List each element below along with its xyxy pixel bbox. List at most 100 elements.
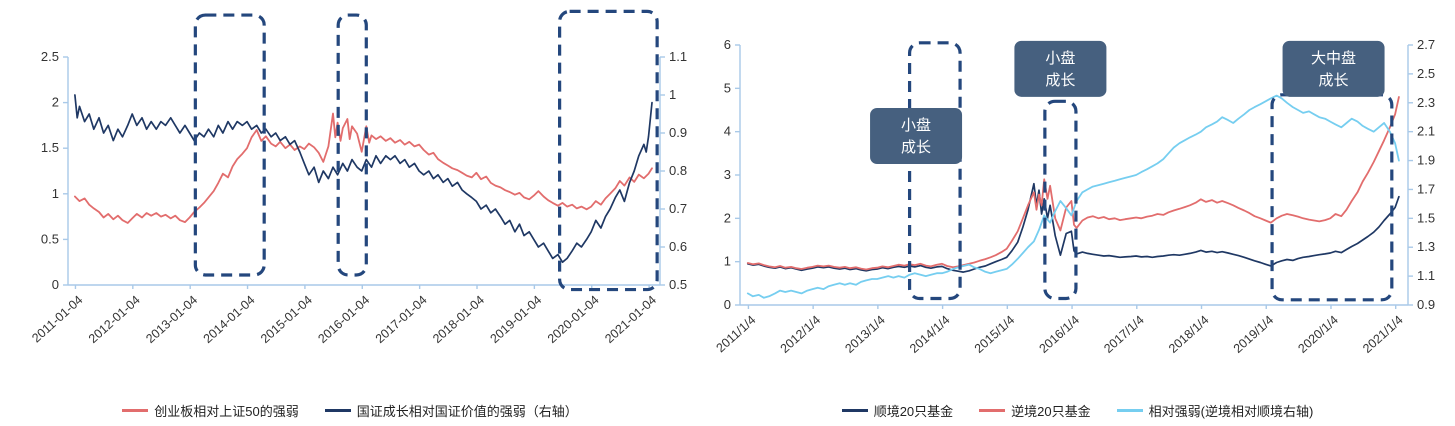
left-axis-tick-label: 1 xyxy=(52,186,59,201)
right-chart-legend: 顺境20只基金 逆境20只基金 相对强弱(逆境相对顺境右轴) xyxy=(700,401,1455,420)
right-axis-tick-label: 2.3 xyxy=(1417,95,1435,110)
annotation-box xyxy=(1014,40,1107,97)
left-axis-tick-label: 6 xyxy=(724,37,731,52)
left-axis-tick-label: 2.5 xyxy=(41,49,59,64)
legend-item: 国证成长相对国证价值的强弱（右轴） xyxy=(324,401,578,420)
right-axis-tick-label: 0.9 xyxy=(1417,297,1435,312)
legend-label: 逆境20只基金 xyxy=(1011,404,1091,419)
x-axis-tick-label: 2014/1/4 xyxy=(907,313,953,356)
x-axis-tick-label: 2013-01-04 xyxy=(143,293,200,346)
right-axis-tick-label: 2.5 xyxy=(1417,66,1435,81)
left-axis-tick-label: 4 xyxy=(724,124,731,139)
right-axis-tick-label: 1.1 xyxy=(669,49,687,64)
legend-label: 国证成长相对国证价值的强弱（右轴） xyxy=(356,404,578,419)
legend-line-swatch xyxy=(122,409,149,412)
series xyxy=(746,94,1400,299)
legend-line-swatch xyxy=(841,409,868,412)
annotation-text: 成长 xyxy=(901,139,931,156)
x-axis-tick-label: 2012-01-04 xyxy=(86,293,143,346)
left-axis-tick-label: 3 xyxy=(724,167,731,182)
series-line xyxy=(74,94,653,264)
highlight-box xyxy=(1043,99,1078,301)
left-axis-tick-label: 0 xyxy=(52,277,59,292)
annotation-text: 成长 xyxy=(1319,72,1349,89)
right-axis-tick-label: 1.5 xyxy=(1417,210,1435,225)
series-line xyxy=(746,182,1400,273)
highlight-boxes xyxy=(193,9,659,292)
chart-svg-1: 0 1 2 3 4 5 6 0.9 1.1 1.3 1.5 1.7 1.9 2.1 2.3 2.5 2.7 201… xyxy=(714,37,1435,356)
legend-label: 相对强弱(逆境相对顺境右轴) xyxy=(1148,404,1314,419)
annotation-box xyxy=(870,108,963,164)
series xyxy=(74,94,653,264)
right-axis-tick-label: 1.1 xyxy=(1417,268,1435,283)
x-axis-tick-label: 2018-01-04 xyxy=(430,293,487,346)
x-axis-tick-label: 2011/1/4 xyxy=(714,313,759,355)
right-axis-tick-label: 0.5 xyxy=(669,277,687,292)
x-axis-tick-label: 2019/1/4 xyxy=(1231,313,1277,356)
right-axis-tick-label: 1.7 xyxy=(1417,181,1435,196)
x-axis-tick-label: 2019-01-04 xyxy=(487,293,544,346)
right-axis-tick-label: 0.8 xyxy=(669,163,687,178)
right-axis-tick-label: 0.7 xyxy=(669,201,687,216)
legend-label: 创业板相对上证50的强弱 xyxy=(154,404,299,419)
annotation-text: 小盘 xyxy=(901,116,931,134)
chart-svg-0: 0 0.5 1 1.5 2 2.5 0.5 0.6 0.7 0.8 0.9 1 1.1 2011-01-0… xyxy=(29,9,687,346)
axes: 0 0.5 1 1.5 2 2.5 0.5 0.6 0.7 0.8 0.9 1 1.1 2011-01-0… xyxy=(29,49,687,346)
legend-item: 相对强弱(逆境相对顺境右轴) xyxy=(1116,401,1314,420)
x-axis-tick-label: 2011-01-04 xyxy=(29,293,85,346)
right-axis-tick-label: 2.1 xyxy=(1417,124,1435,139)
highlight-boxes xyxy=(907,41,1394,302)
left-axis-tick-label: 2 xyxy=(52,95,59,110)
left-axis-tick-label: 1 xyxy=(724,254,731,269)
x-axis-tick-label: 2018/1/4 xyxy=(1166,313,1212,356)
right-chart-panel: 0 1 2 3 4 5 6 0.9 1.1 1.3 1.5 1.7 1.9 2.1 2.3 2.5 2.7 201… xyxy=(700,0,1455,426)
x-axis-tick-label: 2015/1/4 xyxy=(972,313,1018,356)
x-axis-tick-label: 2012/1/4 xyxy=(778,313,824,356)
highlight-box xyxy=(907,41,962,301)
right-axis-tick-label: 1.9 xyxy=(1417,153,1435,168)
x-axis-tick-label: 2017/1/4 xyxy=(1101,313,1147,356)
x-axis-tick-label: 2016-01-04 xyxy=(315,293,372,346)
right-axis-tick-label: 1.3 xyxy=(1417,239,1435,254)
left-chart-panel: 0 0.5 1 1.5 2 2.5 0.5 0.6 0.7 0.8 0.9 1 1.1 2011-01-0… xyxy=(0,0,700,426)
x-axis-tick-label: 2021/1/4 xyxy=(1360,313,1406,356)
legend-line-swatch xyxy=(979,409,1006,412)
x-axis-tick-label: 2014-01-04 xyxy=(201,293,258,346)
left-axis-tick-label: 1.5 xyxy=(41,140,59,155)
annotation-box xyxy=(1282,40,1385,97)
annotation-text: 小盘 xyxy=(1045,49,1075,67)
legend-item: 逆境20只基金 xyxy=(979,401,1091,420)
series-line xyxy=(746,96,1400,271)
legend-line-swatch xyxy=(1116,409,1143,412)
x-axis-tick-label: 2020-01-04 xyxy=(545,293,602,346)
x-axis-tick-label: 2016/1/4 xyxy=(1037,313,1083,356)
legend-item: 创业板相对上证50的强弱 xyxy=(122,401,299,420)
highlight-box xyxy=(336,13,368,277)
left-axis-tick-label: 2 xyxy=(724,210,731,225)
left-axis-tick-label: 5 xyxy=(724,80,731,95)
left-axis-tick-label: 0 xyxy=(724,297,731,312)
x-axis-tick-label: 2015-01-04 xyxy=(258,293,315,346)
series-line xyxy=(746,94,1400,299)
x-axis-tick-label: 2021-01-04 xyxy=(602,293,659,346)
left-axis-tick-label: 0.5 xyxy=(41,231,59,246)
right-axis-tick-label: 2.7 xyxy=(1417,37,1435,52)
legend-label: 顺境20只基金 xyxy=(873,404,954,419)
left-chart-legend: 创业板相对上证50的强弱 国证成长相对国证价值的强弱（右轴） xyxy=(0,401,700,420)
highlight-box xyxy=(1270,93,1394,302)
annotation-text: 大中盘 xyxy=(1311,49,1356,67)
legend-item: 顺境20只基金 xyxy=(841,401,954,420)
highlight-box xyxy=(558,9,659,292)
x-axis-tick-label: 2020/1/4 xyxy=(1295,313,1341,356)
annotation-text: 成长 xyxy=(1045,72,1075,89)
right-axis-tick-label: 0.6 xyxy=(669,239,687,254)
right-axis-tick-label: 0.9 xyxy=(669,125,687,140)
legend-line-swatch xyxy=(324,409,351,412)
x-axis-tick-label: 2013/1/4 xyxy=(842,313,888,356)
right-axis-tick-label: 1 xyxy=(669,87,676,102)
highlight-box xyxy=(193,13,266,277)
x-axis-tick-label: 2017-01-04 xyxy=(373,293,430,346)
series-line xyxy=(74,112,653,224)
